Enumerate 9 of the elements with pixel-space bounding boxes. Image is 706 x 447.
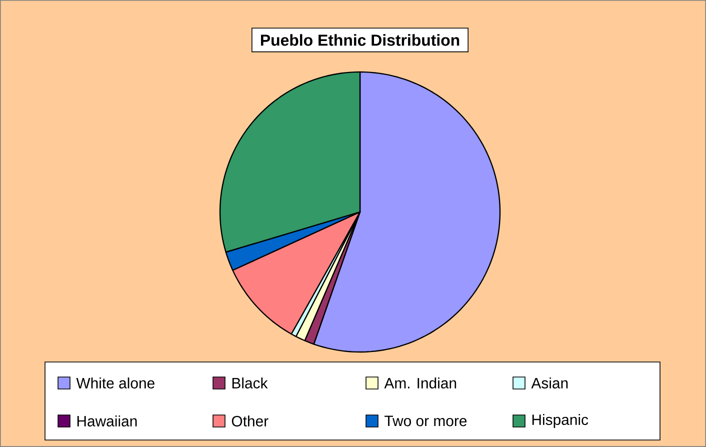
chart-title: Pueblo Ethnic Distribution [261, 34, 460, 46]
legend-label: Asian [531, 377, 568, 388]
legend-label: Hawaiian [77, 416, 137, 426]
legend-label: Other [232, 416, 268, 426]
legend-label: White alone [76, 377, 154, 388]
legend-label: Two or more [384, 416, 467, 426]
legend-label: Am. Indian [384, 377, 456, 388]
legend-label: Black [232, 377, 268, 388]
legend-label: Hispanic [532, 414, 588, 428]
